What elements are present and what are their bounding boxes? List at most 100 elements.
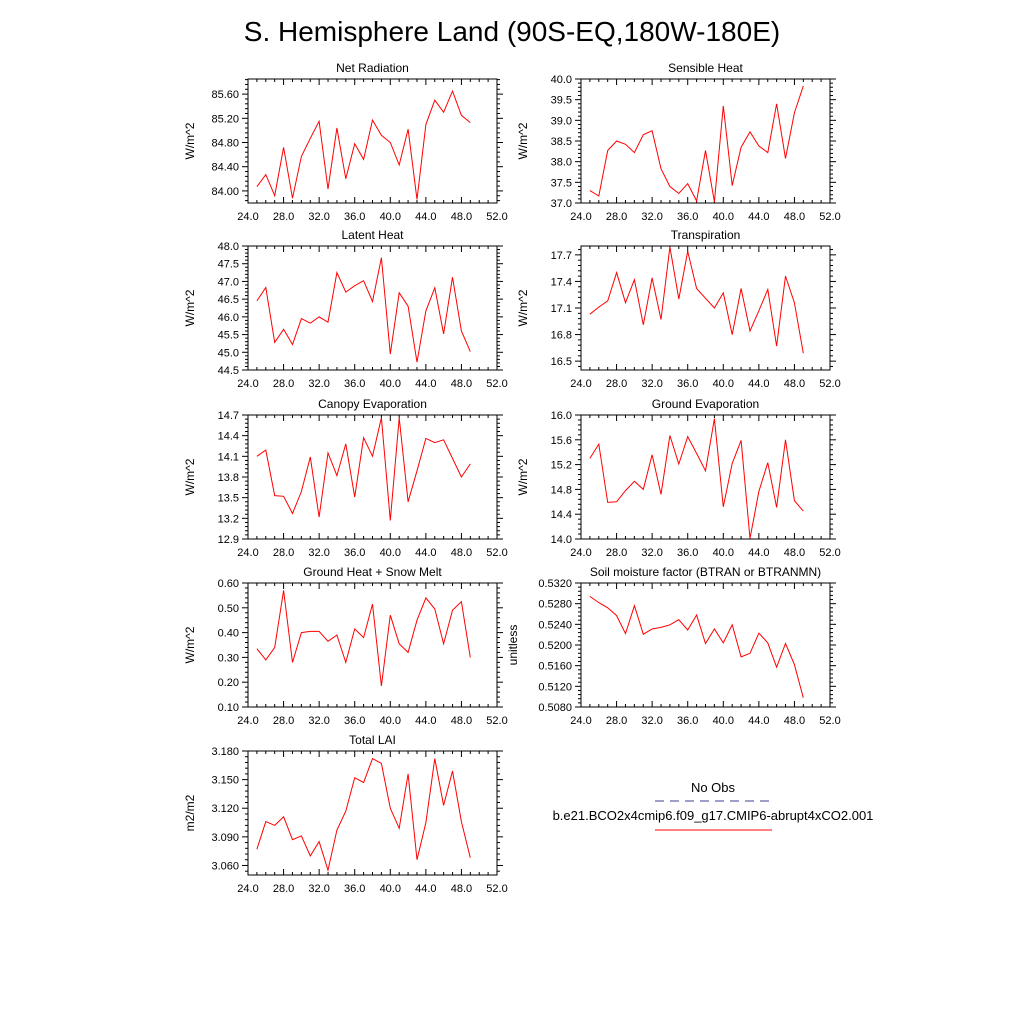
x-tick-label: 32.0 xyxy=(308,378,329,390)
y-tick-label: 46.5 xyxy=(218,294,239,306)
x-tick-label: 36.0 xyxy=(344,211,365,223)
y-tick-label: 3.120 xyxy=(211,803,239,815)
y-tick-label: 17.7 xyxy=(551,250,572,262)
x-tick-label: 32.0 xyxy=(641,378,662,390)
x-tick-label: 24.0 xyxy=(570,715,591,727)
y-tick-label: 14.4 xyxy=(551,509,572,521)
y-tick-label: 15.6 xyxy=(551,435,572,447)
y-tick-label: 0.5080 xyxy=(538,702,572,714)
series-line xyxy=(256,757,471,873)
series-line xyxy=(256,590,471,686)
y-axis-label: W/m^2 xyxy=(183,289,197,326)
y-tick-label: 46.0 xyxy=(218,312,239,324)
panel-total-lai: Total LAI 24.0 28.0 32.0 36.0 40.0 44.0 48.0 52.… xyxy=(183,733,508,895)
x-tick-label: 36.0 xyxy=(677,547,698,559)
x-tick-label: 32.0 xyxy=(308,547,329,559)
x-tick-label: 48.0 xyxy=(784,378,805,390)
y-tick-label: 0.5240 xyxy=(538,619,572,631)
legend-case-label: b.e21.BCO2x4cmip6.f09_g17.CMIP6-abrupt4x… xyxy=(553,808,874,823)
x-tick-label: 44.0 xyxy=(415,883,436,895)
legend-obs-label: No Obs xyxy=(691,780,736,795)
x-tick-label: 44.0 xyxy=(415,378,436,390)
y-tick-label: 45.5 xyxy=(218,330,239,342)
x-tick-label: 52.0 xyxy=(819,211,840,223)
y-tick-label: 3.060 xyxy=(211,860,239,872)
panel-ground-evaporation: Ground Evaporation 24.0 28.0 32.0 36.0 40.0 44… xyxy=(516,397,841,559)
x-tick-label: 28.0 xyxy=(273,378,294,390)
y-tick-label: 14.8 xyxy=(551,484,572,496)
plot-frame xyxy=(580,414,831,540)
figure-title: S. Hemisphere Land (90S-EQ,180W-180E) xyxy=(244,16,780,47)
y-axis-label: W/m^2 xyxy=(516,458,530,495)
y-tick-label: 84.80 xyxy=(211,138,239,150)
x-tick-label: 32.0 xyxy=(641,211,662,223)
x-tick-label: 40.0 xyxy=(380,378,401,390)
series-line xyxy=(589,85,804,203)
y-tick-label: 0.30 xyxy=(218,652,239,664)
plot-frame xyxy=(580,78,831,204)
x-tick-label: 28.0 xyxy=(273,547,294,559)
x-tick-label: 48.0 xyxy=(451,378,472,390)
x-tick-label: 36.0 xyxy=(344,378,365,390)
y-tick-label: 14.4 xyxy=(218,431,239,443)
x-tick-label: 44.0 xyxy=(415,211,436,223)
panel-title: Canopy Evaporation xyxy=(318,397,427,411)
y-tick-label: 0.5120 xyxy=(538,681,572,693)
y-axis-label: W/m^2 xyxy=(516,122,530,159)
y-tick-label: 14.1 xyxy=(218,451,239,463)
x-tick-label: 44.0 xyxy=(415,547,436,559)
x-tick-label: 48.0 xyxy=(451,211,472,223)
panel-title: Transpiration xyxy=(671,228,741,242)
x-tick-label: 32.0 xyxy=(308,211,329,223)
y-tick-label: 14.7 xyxy=(218,410,239,422)
x-tick-label: 24.0 xyxy=(237,547,258,559)
y-tick-label: 44.5 xyxy=(218,365,239,377)
y-tick-label: 39.0 xyxy=(551,115,572,127)
panel-title: Ground Heat + Snow Melt xyxy=(303,565,442,579)
plot-frame xyxy=(247,414,498,540)
x-tick-label: 36.0 xyxy=(344,547,365,559)
x-tick-label: 36.0 xyxy=(677,211,698,223)
y-tick-label: 37.5 xyxy=(551,177,572,189)
y-tick-label: 37.0 xyxy=(551,198,572,210)
legend: No Obs b.e21.BCO2x4cmip6.f09_g17.CMIP6-a… xyxy=(553,780,874,831)
x-tick-label: 32.0 xyxy=(641,715,662,727)
x-tick-label: 48.0 xyxy=(784,211,805,223)
series-line xyxy=(589,595,804,698)
panel-title: Net Radiation xyxy=(336,61,409,75)
x-tick-label: 48.0 xyxy=(784,547,805,559)
x-tick-label: 28.0 xyxy=(273,211,294,223)
y-tick-label: 0.5280 xyxy=(538,599,572,611)
x-tick-label: 32.0 xyxy=(641,547,662,559)
panel-title: Soil moisture factor (BTRAN or BTRANMN) xyxy=(590,565,821,579)
x-tick-label: 24.0 xyxy=(570,211,591,223)
y-tick-label: 38.5 xyxy=(551,136,572,148)
x-tick-label: 28.0 xyxy=(606,378,627,390)
x-tick-label: 52.0 xyxy=(819,378,840,390)
y-axis-label: unitless xyxy=(506,625,520,666)
plot-frame xyxy=(580,245,831,371)
x-tick-label: 48.0 xyxy=(451,883,472,895)
x-tick-label: 28.0 xyxy=(273,715,294,727)
panel-grid: Net Radiation 24.0 28.0 32.0 36.0 40.0 44.0 48.… xyxy=(183,61,841,895)
y-tick-label: 13.5 xyxy=(218,493,239,505)
x-tick-label: 52.0 xyxy=(486,211,507,223)
y-tick-label: 16.5 xyxy=(551,356,572,368)
y-axis-label: m2/m2 xyxy=(183,794,197,831)
y-tick-label: 0.5160 xyxy=(538,661,572,673)
series-line xyxy=(256,257,471,363)
y-tick-label: 14.0 xyxy=(551,534,572,546)
y-tick-label: 13.8 xyxy=(218,472,239,484)
y-tick-label: 17.1 xyxy=(551,303,572,315)
y-tick-label: 85.20 xyxy=(211,113,239,125)
panel-canopy-evaporation: Canopy Evaporation 24.0 28.0 32.0 36.0 40.0 44… xyxy=(183,397,508,559)
y-tick-label: 0.60 xyxy=(218,578,239,590)
y-tick-label: 3.090 xyxy=(211,832,239,844)
y-tick-label: 0.5200 xyxy=(538,640,572,652)
x-tick-label: 52.0 xyxy=(486,378,507,390)
x-tick-label: 28.0 xyxy=(606,211,627,223)
x-tick-label: 24.0 xyxy=(237,211,258,223)
y-tick-label: 3.180 xyxy=(211,746,239,758)
x-tick-label: 36.0 xyxy=(344,883,365,895)
